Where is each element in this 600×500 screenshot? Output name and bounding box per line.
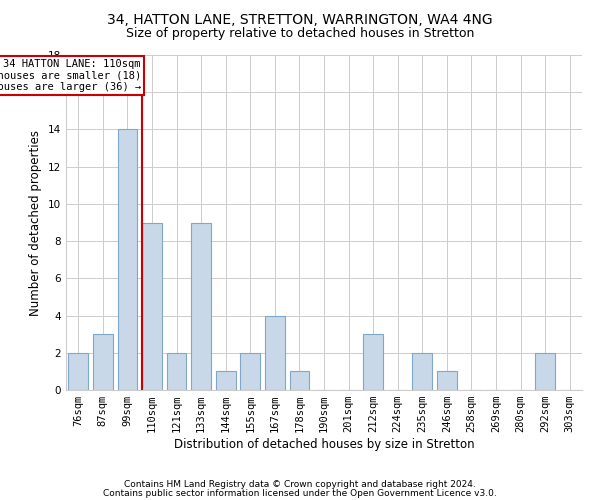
Bar — [412, 353, 432, 390]
Bar — [118, 130, 137, 390]
Bar — [142, 222, 162, 390]
Bar — [535, 353, 555, 390]
Bar — [265, 316, 284, 390]
Text: Contains HM Land Registry data © Crown copyright and database right 2024.: Contains HM Land Registry data © Crown c… — [124, 480, 476, 489]
Bar — [241, 353, 260, 390]
Bar — [93, 334, 113, 390]
Text: 34, HATTON LANE, STRETTON, WARRINGTON, WA4 4NG: 34, HATTON LANE, STRETTON, WARRINGTON, W… — [107, 12, 493, 26]
Bar — [290, 372, 309, 390]
Bar — [191, 222, 211, 390]
Bar — [437, 372, 457, 390]
Y-axis label: Number of detached properties: Number of detached properties — [29, 130, 43, 316]
Text: 34 HATTON LANE: 110sqm
← 33% of detached houses are smaller (18)
67% of semi-det: 34 HATTON LANE: 110sqm ← 33% of detached… — [0, 58, 141, 92]
Text: Contains public sector information licensed under the Open Government Licence v3: Contains public sector information licen… — [103, 488, 497, 498]
Bar — [167, 353, 187, 390]
X-axis label: Distribution of detached houses by size in Stretton: Distribution of detached houses by size … — [173, 438, 475, 451]
Bar — [216, 372, 236, 390]
Bar — [68, 353, 88, 390]
Text: Size of property relative to detached houses in Stretton: Size of property relative to detached ho… — [126, 28, 474, 40]
Bar — [364, 334, 383, 390]
